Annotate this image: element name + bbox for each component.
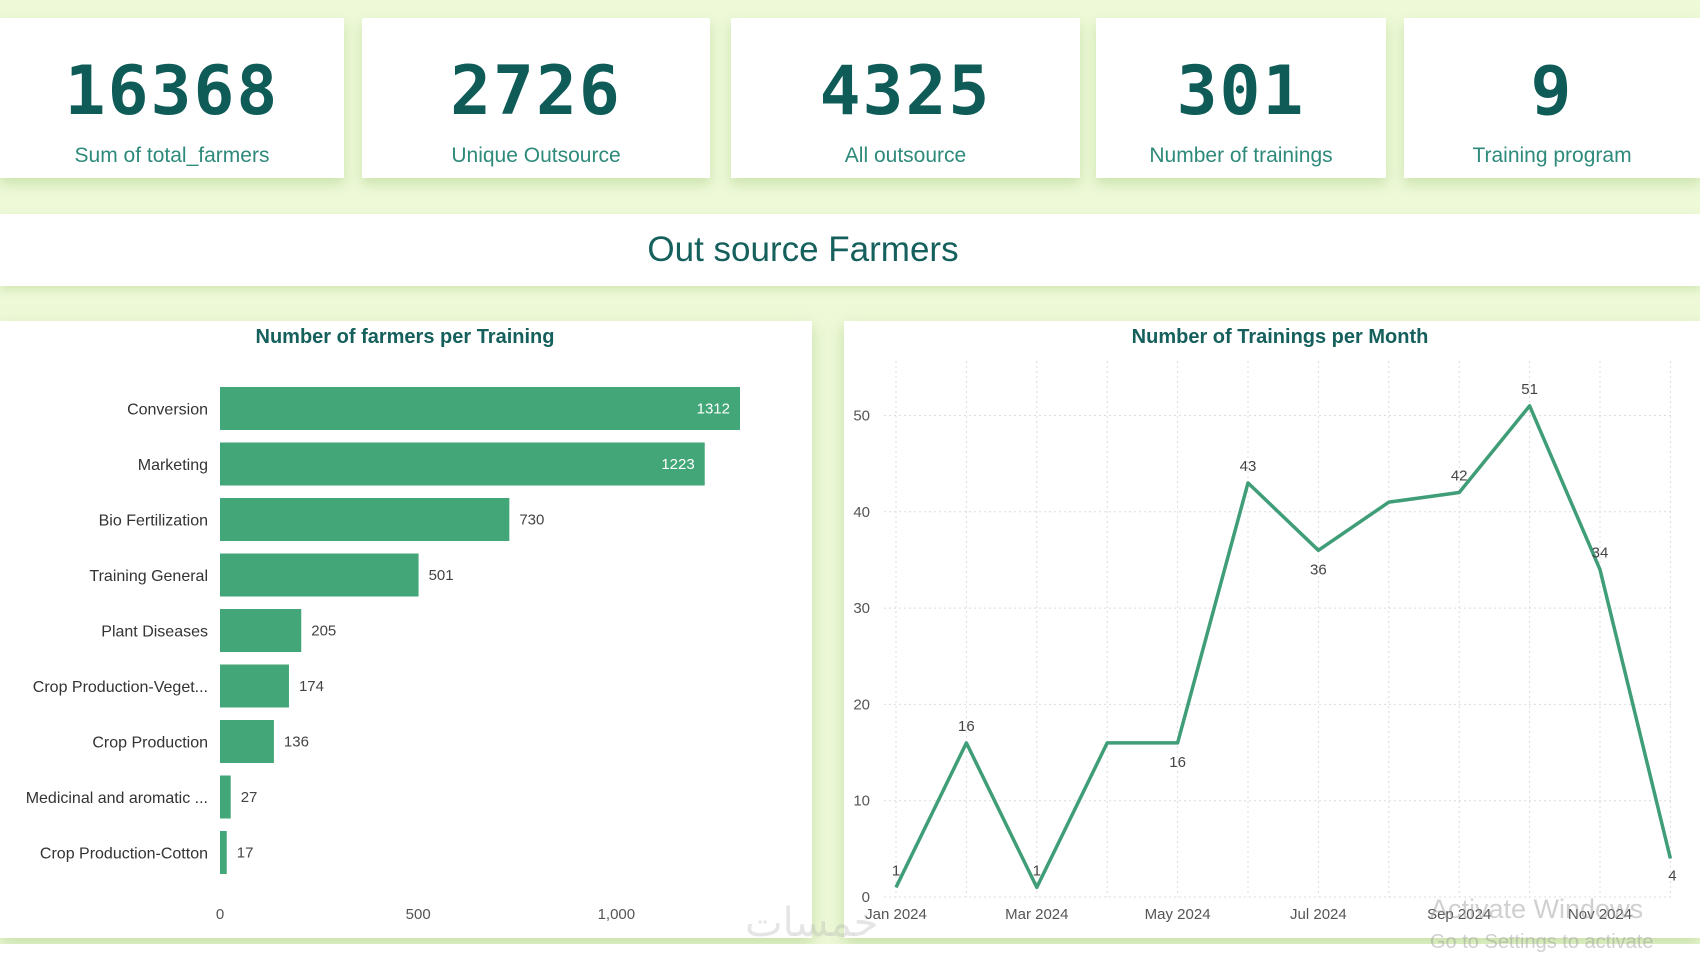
bar: [220, 442, 705, 486]
brand-watermark: خمسات: [745, 900, 879, 946]
x-tick-label: May 2024: [1145, 906, 1211, 923]
category-label: Crop Production-Veget...: [33, 679, 208, 696]
page-title: Out source Farmers: [647, 230, 959, 269]
point-label: 51: [1521, 381, 1538, 398]
category-label: Plant Diseases: [101, 624, 208, 641]
data-label: 17: [237, 845, 254, 862]
x-tick-label: 1,000: [598, 906, 636, 923]
line-chart: Number of Trainings per Month 0 10 20 30 40 50…: [853, 326, 1676, 923]
y-tick-label: 40: [853, 504, 870, 521]
x-tick-label: Mar 2024: [1005, 906, 1068, 923]
bar: [220, 664, 289, 708]
bar: [220, 387, 740, 430]
data-label: 501: [429, 567, 454, 584]
point-label: 4: [1668, 867, 1676, 884]
data-label: 27: [241, 789, 258, 806]
watermark-line-2: Go to Settings to activate: [1430, 931, 1654, 953]
category-label: Crop Production-Cotton: [40, 846, 208, 863]
x-tick-label: 500: [406, 906, 431, 923]
kpi-value: 4325: [819, 52, 992, 131]
x-tick-label: Sep 2024: [1427, 906, 1491, 923]
category-label: Bio Fertilization: [99, 513, 208, 530]
x-tick-label: Jul 2024: [1290, 906, 1347, 923]
kpi-label: Number of trainings: [1149, 144, 1333, 167]
x-tick-label: Jan 2024: [865, 906, 927, 923]
data-label: 174: [299, 678, 324, 695]
x-tick-label: 0: [216, 906, 224, 923]
kpi-value: 301: [1176, 52, 1306, 131]
kpi-label: Unique Outsource: [451, 144, 621, 167]
data-label: 205: [311, 623, 336, 640]
kpi-card-all-outsource: 4325 All outsource: [731, 18, 1080, 178]
category-label: Training General: [89, 568, 208, 585]
footer-strip: [0, 944, 1700, 970]
activate-windows-watermark: Activate Windows Go to Settings to activ…: [1430, 893, 1700, 963]
point-label: 42: [1451, 468, 1468, 485]
bar: [220, 498, 510, 541]
y-tick-label: 30: [853, 600, 870, 617]
data-label: 1223: [661, 456, 694, 473]
point-label: 36: [1310, 561, 1327, 578]
kpi-label: Sum of total_farmers: [74, 144, 270, 167]
point-label: 43: [1240, 458, 1257, 475]
kpi-value: 16368: [64, 52, 280, 131]
bar: [220, 609, 302, 652]
title-banner: Out source Farmers: [0, 214, 1700, 286]
point-label: 16: [1169, 754, 1186, 771]
point-label: 1: [1033, 862, 1041, 879]
kpi-card-number-of-trainings: 301 Number of trainings: [1096, 18, 1386, 178]
bar-chart-title: Number of farmers per Training: [256, 326, 555, 348]
point-label: 1: [892, 862, 900, 879]
series-line: [894, 404, 1673, 890]
category-label: Medicinal and aromatic ...: [26, 790, 208, 807]
y-tick-label: 10: [853, 793, 870, 810]
kpi-card-total-farmers: 16368 Sum of total_farmers: [0, 18, 344, 178]
y-tick-label: 50: [853, 408, 870, 425]
watermark-line-1: Activate Windows: [1430, 894, 1644, 924]
data-label: 136: [284, 734, 309, 751]
x-tick-label: Nov 2024: [1568, 906, 1632, 923]
kpi-label: All outsource: [844, 144, 967, 167]
line-chart-title: Number of Trainings per Month: [1132, 326, 1429, 348]
data-label: 730: [519, 512, 544, 529]
bar-chart-panel[interactable]: Number of farmers per Training Conversion…: [0, 321, 812, 938]
kpi-value: 9: [1530, 52, 1574, 131]
point-label: 16: [958, 718, 975, 735]
kpi-value: 2726: [450, 52, 622, 131]
bar: [220, 553, 419, 597]
bar-chart: Number of farmers per Training Conversion…: [26, 326, 740, 923]
bar: [220, 775, 231, 819]
data-label: 1312: [697, 401, 730, 418]
category-label: Marketing: [138, 457, 208, 474]
y-tick-label: 0: [862, 889, 870, 906]
kpi-card-unique-outsource: 2726 Unique Outsource: [362, 18, 710, 178]
kpi-label: Training program: [1472, 144, 1632, 167]
bar: [220, 720, 274, 763]
y-tick-label: 20: [853, 696, 870, 713]
category-label: Crop Production: [92, 735, 208, 752]
kpi-card-training-program: 9 Training program: [1404, 18, 1700, 178]
line-chart-panel[interactable]: Number of Trainings per Month 0 10 20 30 40 50…: [844, 321, 1700, 938]
bar: [220, 831, 227, 874]
category-label: Conversion: [127, 402, 208, 419]
point-label: 34: [1592, 545, 1609, 562]
